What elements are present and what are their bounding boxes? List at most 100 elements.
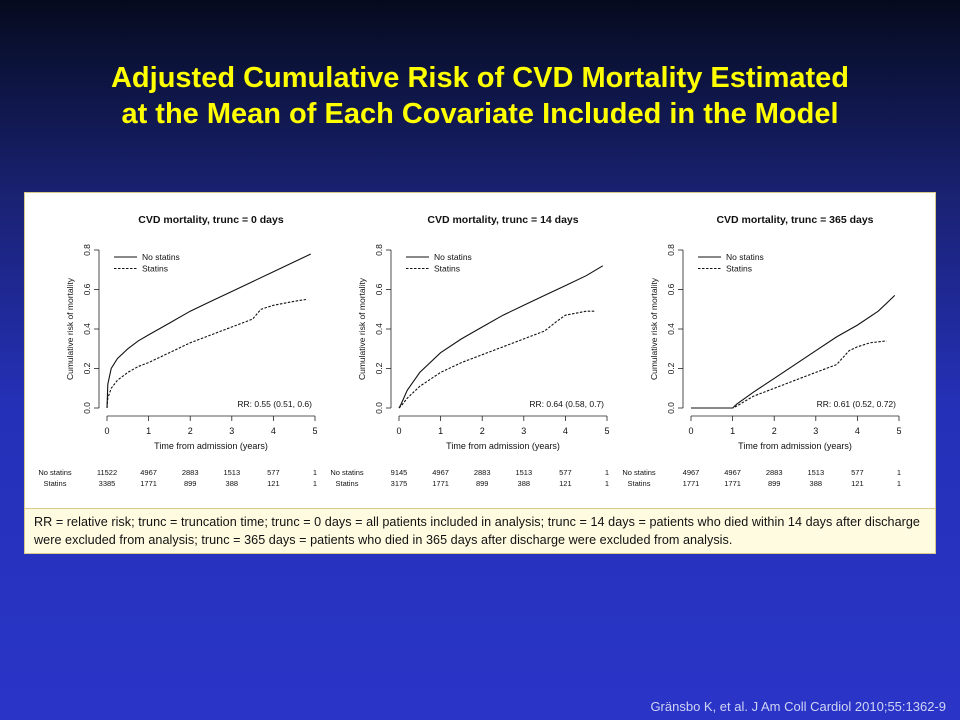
series-line-statins: [398, 310, 595, 409]
y-axis-label: Cumulative risk of mortality: [649, 277, 659, 380]
risk-table-cell: 577: [559, 468, 572, 477]
rr-annotation: RR: 0.55 (0.51, 0.6): [237, 399, 312, 409]
risk-table-row-label: Statins: [44, 479, 67, 488]
x-tick-label: 4: [855, 426, 860, 436]
risk-table-cell: 1771: [724, 479, 741, 488]
chart-panel-2: CVD mortality, trunc = 14 days 0.0 0.2 0.4 0…: [330, 214, 609, 488]
y-tick-label: 0.4: [374, 323, 384, 335]
y-tick-label: 0.6: [666, 283, 676, 295]
figure-panel: CVD mortality, trunc = 0 days 0.0 0.2 0.4 0.…: [24, 192, 936, 510]
x-tick-label: 2: [188, 426, 193, 436]
y-axis-label: Cumulative risk of mortality: [65, 277, 75, 380]
risk-table-row-label: No statins: [330, 468, 364, 477]
risk-table-cell: 1771: [140, 479, 157, 488]
risk-table-row-label: Statins: [628, 479, 651, 488]
risk-table-row-label: Statins: [336, 479, 359, 488]
rr-annotation: RR: 0.61 (0.52, 0.72): [817, 399, 897, 409]
title-line-1: Adjusted Cumulative Risk of CVD Mortalit…: [110, 62, 849, 94]
legend-label: No statins: [434, 252, 472, 262]
risk-table-cell: 4967: [724, 468, 741, 477]
x-tick-label: 5: [604, 426, 609, 436]
risk-table-cell: 899: [184, 479, 197, 488]
title-line-2: at the Mean of Each Covariate Included i…: [121, 98, 839, 130]
y-tick-label: 0.6: [374, 283, 384, 295]
risk-table-cell: 388: [226, 479, 239, 488]
x-tick-label: 3: [229, 426, 234, 436]
y-tick-label: 0.0: [666, 402, 676, 414]
x-tick-label: 3: [813, 426, 818, 436]
legend-label: No statins: [726, 252, 764, 262]
series-line-statins: [691, 340, 887, 409]
x-tick-label: 4: [271, 426, 276, 436]
x-axis-label: Time from admission (years): [446, 441, 560, 451]
risk-table-cell: 121: [559, 479, 572, 488]
x-tick-label: 5: [896, 426, 901, 436]
series-line-no-statins: [691, 295, 896, 409]
legend-label: Statins: [434, 264, 460, 274]
km-curves-figure: CVD mortality, trunc = 0 days 0.0 0.2 0.4 0.…: [38, 214, 901, 488]
y-tick-label: 0.8: [666, 244, 676, 256]
x-tick-label: 1: [438, 426, 443, 436]
risk-table-cell: 11522: [97, 468, 117, 477]
risk-table-cell: 899: [476, 479, 489, 488]
x-tick-label: 4: [563, 426, 568, 436]
risk-table-cell: 3175: [391, 479, 408, 488]
x-tick-label: 0: [396, 426, 401, 436]
risk-table-row-label: No statins: [622, 468, 656, 477]
risk-table-cell: 1: [897, 468, 901, 477]
risk-table-cell: 121: [267, 479, 280, 488]
x-tick-label: 3: [521, 426, 526, 436]
y-axis-label: Cumulative risk of mortality: [357, 277, 367, 380]
y-tick-label: 0.2: [374, 362, 384, 374]
y-tick-label: 0.8: [374, 244, 384, 256]
chart-title: CVD mortality, trunc = 14 days: [427, 214, 578, 226]
risk-table-cell: 899: [768, 479, 781, 488]
x-tick-label: 1: [146, 426, 151, 436]
x-tick-label: 2: [772, 426, 777, 436]
risk-table-cell: 1: [605, 468, 609, 477]
risk-table-cell: 121: [851, 479, 864, 488]
risk-table-cell: 4967: [683, 468, 700, 477]
y-tick-label: 0.2: [666, 362, 676, 374]
risk-table-cell: 1771: [683, 479, 700, 488]
series-line-no-statins: [106, 253, 312, 409]
y-tick-label: 0.0: [82, 402, 92, 414]
chart-title: CVD mortality, trunc = 0 days: [138, 214, 284, 226]
risk-table-cell: 1513: [807, 468, 824, 477]
y-tick-label: 0.8: [82, 244, 92, 256]
risk-table-cell: 1771: [432, 479, 449, 488]
series-line-no-statins: [398, 265, 604, 409]
x-tick-label: 0: [104, 426, 109, 436]
chart-title: CVD mortality, trunc = 365 days: [716, 214, 873, 226]
series-line-statins: [106, 298, 307, 409]
y-tick-label: 0.0: [374, 402, 384, 414]
caption-box: RR = relative risk; trunc = truncation t…: [24, 508, 936, 554]
risk-table-cell: 577: [267, 468, 280, 477]
risk-table-cell: 3385: [99, 479, 116, 488]
x-axis-label: Time from admission (years): [154, 441, 268, 451]
risk-table-cell: 1: [605, 479, 609, 488]
risk-table-cell: 4967: [140, 468, 157, 477]
y-tick-label: 0.6: [82, 283, 92, 295]
risk-table-cell: 2883: [474, 468, 491, 477]
x-tick-label: 1: [730, 426, 735, 436]
risk-table-cell: 1: [313, 479, 317, 488]
y-tick-label: 0.4: [666, 323, 676, 335]
risk-table-cell: 388: [810, 479, 823, 488]
x-tick-label: 5: [312, 426, 317, 436]
risk-table-cell: 388: [518, 479, 531, 488]
legend-label: No statins: [142, 252, 180, 262]
risk-table-cell: 2883: [766, 468, 783, 477]
x-axis-label: Time from admission (years): [738, 441, 852, 451]
risk-table-cell: 1513: [515, 468, 532, 477]
risk-table-cell: 1513: [223, 468, 240, 477]
y-tick-label: 0.4: [82, 323, 92, 335]
x-tick-label: 2: [480, 426, 485, 436]
risk-table-cell: 1: [897, 479, 901, 488]
risk-table-cell: 2883: [182, 468, 199, 477]
risk-table-cell: 4967: [432, 468, 449, 477]
citation: Gränsbo K, et al. J Am Coll Cardiol 2010…: [650, 699, 946, 714]
risk-table-cell: 9145: [391, 468, 408, 477]
rr-annotation: RR: 0.64 (0.58, 0.7): [529, 399, 604, 409]
chart-panel-1: CVD mortality, trunc = 0 days 0.0 0.2 0.4 0.…: [38, 214, 317, 488]
